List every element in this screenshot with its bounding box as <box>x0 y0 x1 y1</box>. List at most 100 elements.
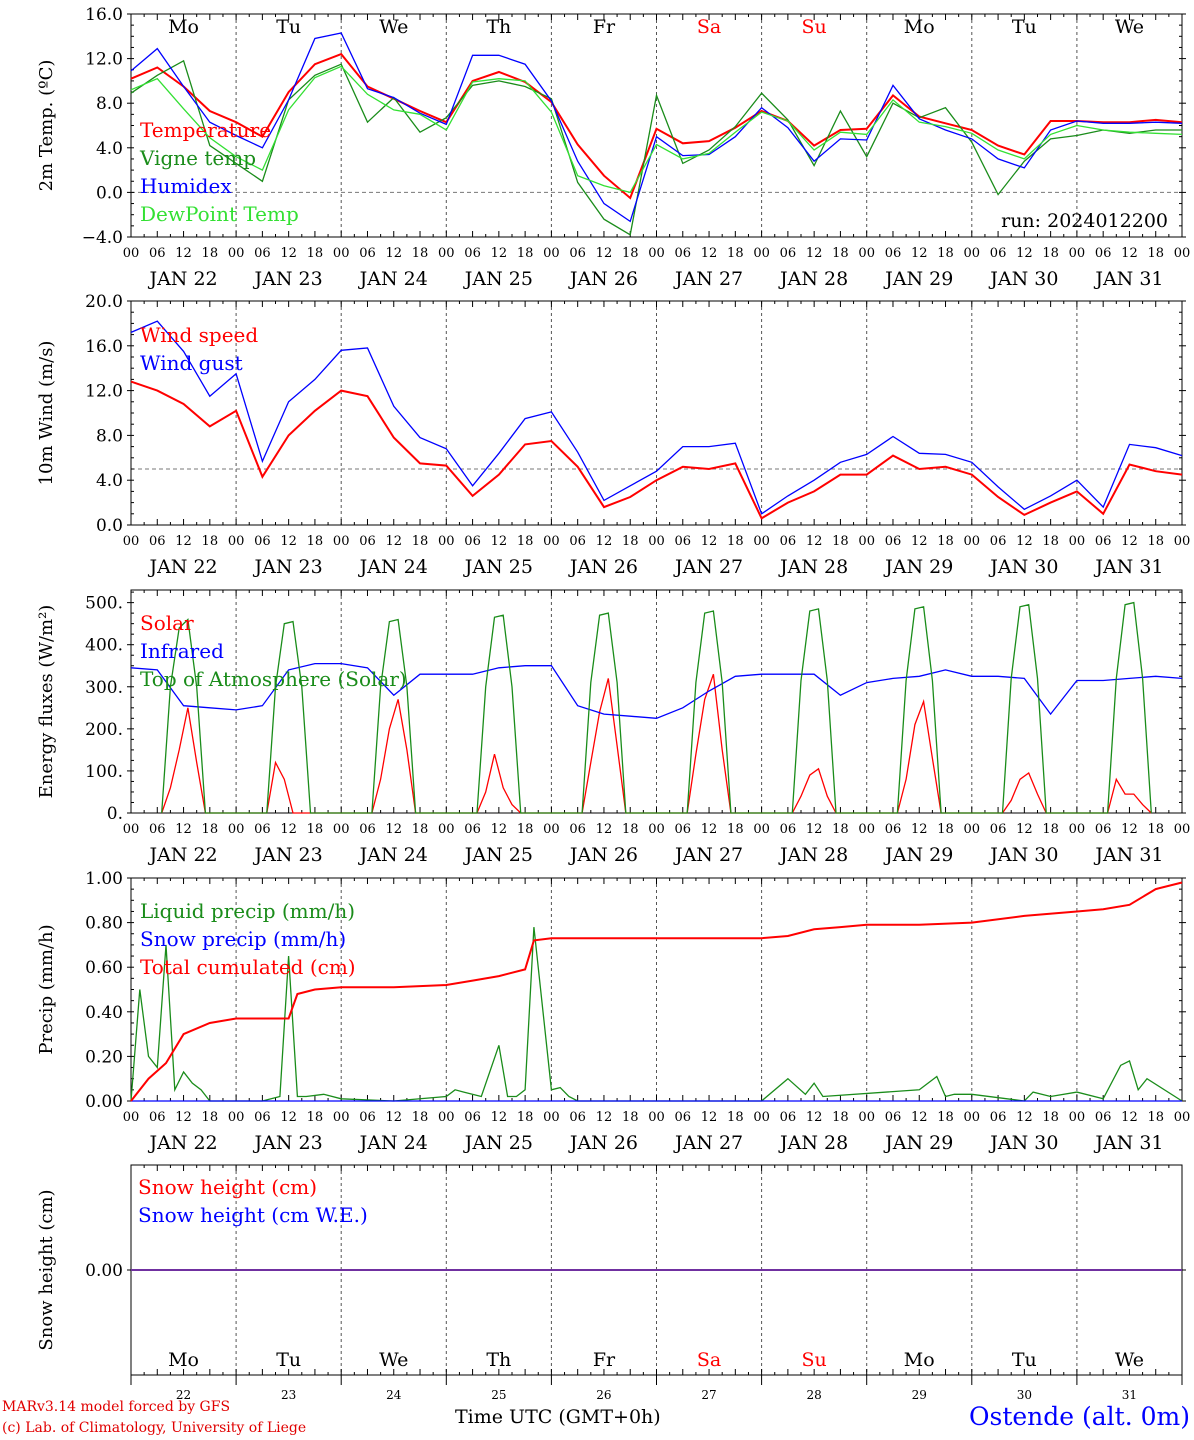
y-tick-label: 12.0 <box>85 382 123 402</box>
day-number-label: 23 <box>281 1388 296 1402</box>
weekday-label: Tu <box>1012 16 1037 38</box>
y-tick-label: 8.0 <box>96 426 123 446</box>
y-axis-label: 10m Wind (m/s) <box>36 341 57 486</box>
x-hour-label: 00 <box>333 246 350 261</box>
x-hour-label: 18 <box>1147 534 1164 549</box>
weekday-label: Su <box>802 16 827 38</box>
x-hour-label: 06 <box>675 534 692 549</box>
x-hour-label: 12 <box>491 246 508 261</box>
x-hour-label: 18 <box>727 822 744 837</box>
x-hour-label: 00 <box>1174 822 1191 837</box>
weekday-label: Tu <box>276 1349 301 1371</box>
x-hour-label: 18 <box>832 246 849 261</box>
x-date-label: JAN 26 <box>568 268 638 290</box>
day-number-label: 24 <box>386 1388 402 1402</box>
y-tick-label: 100. <box>85 762 123 782</box>
x-date-label: JAN 31 <box>1093 1132 1163 1154</box>
x-hour-label: 00 <box>964 822 981 837</box>
x-date-label: JAN 29 <box>883 1132 953 1154</box>
x-hour-label: 00 <box>964 534 981 549</box>
x-hour-label: 12 <box>280 246 297 261</box>
y-tick-label: 0.80 <box>85 914 123 934</box>
panel-2 <box>127 300 1186 526</box>
x-hour-label: 18 <box>517 1110 534 1125</box>
y-axis-label: Energy fluxes (W/m²) <box>36 605 57 799</box>
weekday-label: Mo <box>168 1349 199 1371</box>
x-hour-label: 18 <box>622 246 639 261</box>
x-hour-label: 00 <box>123 1110 140 1125</box>
x-hour-label: 18 <box>1042 246 1059 261</box>
weekday-label: Mo <box>168 16 199 38</box>
x-date-label: JAN 22 <box>147 268 217 290</box>
x-date-label: JAN 31 <box>1093 268 1163 290</box>
x-hour-label: 00 <box>648 246 665 261</box>
x-date-label: JAN 25 <box>463 556 533 578</box>
x-hour-label: 12 <box>596 822 613 837</box>
day-number-label: 31 <box>1122 1388 1137 1402</box>
x-hour-label: 12 <box>280 822 297 837</box>
x-date-label: JAN 27 <box>673 268 743 290</box>
x-hour-label: 18 <box>412 1110 429 1125</box>
x-hour-label: 12 <box>911 246 928 261</box>
y-tick-label: 16.0 <box>85 337 123 357</box>
y-tick-label: 16.0 <box>85 5 123 25</box>
x-hour-label: 06 <box>675 246 692 261</box>
x-hour-label: 12 <box>280 1110 297 1125</box>
x-hour-label: 12 <box>806 534 823 549</box>
x-hour-label: 00 <box>648 822 665 837</box>
x-hour-label: 00 <box>228 1110 245 1125</box>
x-hour-label: 12 <box>596 1110 613 1125</box>
x-date-label: JAN 27 <box>673 1132 743 1154</box>
x-hour-label: 06 <box>464 1110 481 1125</box>
x-hour-label: 18 <box>1147 822 1164 837</box>
day-number-label: 26 <box>596 1388 611 1402</box>
x-hour-label: 00 <box>228 246 245 261</box>
weekday-label: Sa <box>697 1349 721 1371</box>
x-hour-label: 12 <box>701 1110 718 1125</box>
series-line-total-cumulated-cm- <box>130 881 1183 1102</box>
x-hour-label: 18 <box>937 1110 954 1125</box>
y-tick-label: 0.0 <box>96 516 123 536</box>
x-date-label: JAN 30 <box>988 844 1058 866</box>
x-hour-label: 12 <box>701 246 718 261</box>
x-hour-label: 12 <box>1016 822 1033 837</box>
x-hour-label: 00 <box>1174 246 1191 261</box>
x-hour-label: 12 <box>1121 822 1138 837</box>
y-tick-label: −4.0 <box>82 228 123 248</box>
x-hour-label: 00 <box>123 246 140 261</box>
x-hour-label: 00 <box>1069 1110 1086 1125</box>
x-hour-label: 06 <box>780 822 797 837</box>
x-hour-label: 12 <box>491 1110 508 1125</box>
lab-credit: (c) Lab. of Climatology, University of L… <box>2 1420 307 1436</box>
series-line-wind-gust <box>130 320 1183 515</box>
x-hour-label: 18 <box>517 822 534 837</box>
x-hour-label: 06 <box>359 1110 376 1125</box>
y-tick-label: 4.0 <box>96 139 123 159</box>
x-hour-label: 00 <box>333 822 350 837</box>
series-line-top-of-atmosphere-solar- <box>161 601 1152 814</box>
x-hour-label: 00 <box>228 822 245 837</box>
x-hour-label: 06 <box>885 1110 902 1125</box>
y-tick-label: 0.0 <box>96 183 123 203</box>
x-hour-label: 06 <box>1095 246 1112 261</box>
x-hour-label: 00 <box>1174 1110 1191 1125</box>
x-hour-label: 12 <box>596 246 613 261</box>
legend-entry: Total cumulated (cm) <box>140 955 356 979</box>
y-tick-label: 200. <box>85 720 123 740</box>
x-hour-label: 06 <box>990 534 1007 549</box>
x-hour-label: 06 <box>254 246 271 261</box>
model-credit: MARv3.14 model forced by GFS <box>2 1399 231 1415</box>
x-hour-label: 00 <box>438 246 455 261</box>
x-hour-label: 06 <box>780 1110 797 1125</box>
x-hour-label: 18 <box>307 1110 324 1125</box>
y-tick-label: 400. <box>85 636 123 656</box>
x-date-label: JAN 30 <box>988 268 1058 290</box>
x-hour-label: 06 <box>359 246 376 261</box>
weekday-label: Mo <box>904 16 935 38</box>
x-hour-label: 06 <box>569 822 586 837</box>
x-hour-label: 18 <box>727 246 744 261</box>
legend-entry: DewPoint Temp <box>140 202 299 226</box>
day-number-label: 28 <box>807 1388 822 1402</box>
legend-entry: Humidex <box>140 174 232 198</box>
x-hour-label: 18 <box>832 1110 849 1125</box>
